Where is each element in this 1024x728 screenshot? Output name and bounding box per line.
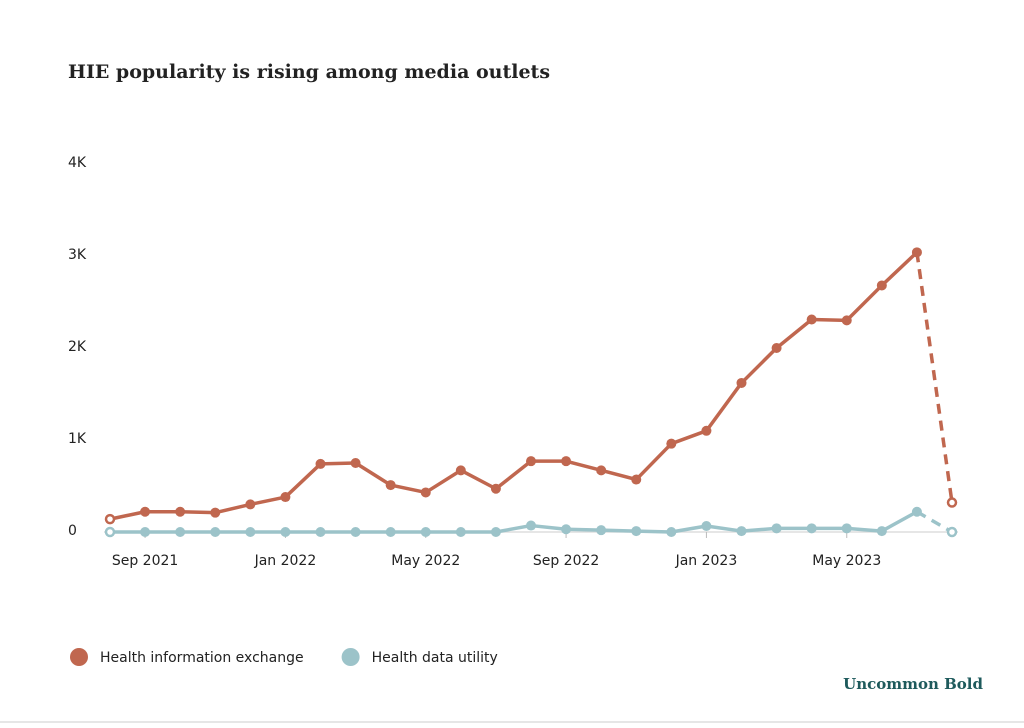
data-point xyxy=(561,524,572,535)
data-point xyxy=(350,527,361,537)
data-point xyxy=(666,527,677,537)
series-line xyxy=(110,510,918,534)
data-point xyxy=(841,315,852,326)
data-point xyxy=(561,456,572,467)
data-point xyxy=(701,425,712,436)
data-point xyxy=(631,526,642,537)
data-point xyxy=(175,506,186,517)
data-point xyxy=(631,474,642,485)
x-tick-label: May 2023 xyxy=(812,553,881,569)
data-point xyxy=(385,480,396,491)
data-point xyxy=(596,525,607,536)
data-point xyxy=(736,526,747,537)
x-tick-label: Jan 2023 xyxy=(675,553,738,569)
data-point xyxy=(140,506,151,517)
data-point xyxy=(175,527,186,537)
data-point xyxy=(526,456,536,467)
series-line xyxy=(916,510,953,534)
data-point xyxy=(210,507,221,518)
brand: Uncommon Bold xyxy=(843,675,983,693)
data-point xyxy=(806,314,817,325)
series-line xyxy=(915,252,954,503)
data-point xyxy=(350,458,361,468)
y-tick-label: 4K xyxy=(68,155,87,171)
data-point xyxy=(280,527,291,537)
data-point xyxy=(140,527,151,537)
data-point xyxy=(490,483,501,494)
data-point xyxy=(420,527,431,537)
series-line xyxy=(109,251,919,521)
data-point xyxy=(104,513,116,525)
y-tick-label: 3K xyxy=(68,247,87,263)
y-tick-label: 2K xyxy=(68,339,87,355)
chart-title: HIE popularity is rising among media out… xyxy=(68,61,550,83)
y-tick-label: 1K xyxy=(68,431,87,447)
data-point xyxy=(841,523,852,534)
data-point xyxy=(245,499,256,510)
data-point xyxy=(104,526,116,538)
x-tick-label: Sep 2022 xyxy=(533,553,599,569)
data-point xyxy=(455,465,466,476)
data-point xyxy=(315,458,326,469)
legend-marker xyxy=(341,648,360,666)
data-point xyxy=(385,527,396,537)
legend-label: Health information exchange xyxy=(100,650,304,666)
data-point xyxy=(946,526,958,538)
x-tick-label: May 2022 xyxy=(391,553,460,569)
y-tick-label: 0 xyxy=(68,523,77,539)
legend-marker xyxy=(70,648,88,666)
data-point xyxy=(455,527,466,537)
data-point xyxy=(911,247,922,258)
data-point xyxy=(420,487,431,498)
data-point xyxy=(876,526,887,537)
data-point xyxy=(666,438,677,449)
data-point xyxy=(806,523,817,534)
data-point xyxy=(736,377,747,388)
data-point xyxy=(876,280,887,291)
data-point xyxy=(245,527,256,537)
data-point xyxy=(210,527,221,537)
data-point xyxy=(911,506,922,517)
legend-label: Health data utility xyxy=(372,650,498,666)
x-tick-label: Jan 2022 xyxy=(254,553,317,569)
data-point xyxy=(526,520,536,531)
data-point xyxy=(596,465,607,476)
x-tick-label: Sep 2021 xyxy=(112,553,178,569)
data-point xyxy=(701,521,712,532)
data-point xyxy=(771,343,782,353)
data-point xyxy=(771,523,782,534)
data-point xyxy=(280,492,291,503)
data-point xyxy=(315,527,326,537)
data-point xyxy=(490,527,501,537)
data-point xyxy=(946,497,958,508)
